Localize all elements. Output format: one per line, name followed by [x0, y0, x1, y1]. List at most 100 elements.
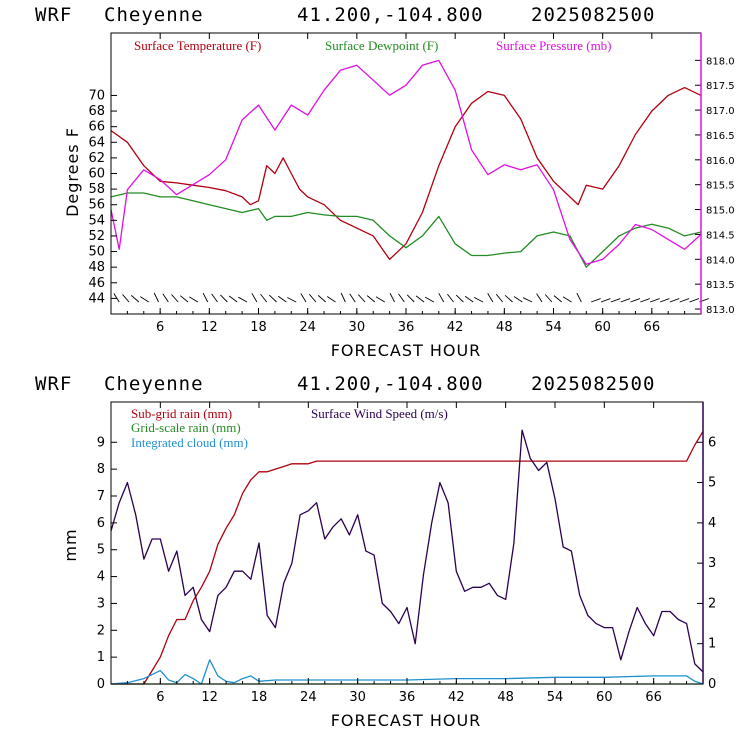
top-x-tick-label: 66 [644, 320, 661, 335]
bottom-y-tick-label: 4 [97, 570, 105, 585]
top-header-coords: 41.200,-104.800 [297, 4, 484, 26]
bottom-header-coords: 41.200,-104.800 [297, 373, 484, 395]
bottom-y-tick-label: 2 [97, 623, 105, 638]
wind-barb-icon [366, 295, 376, 303]
top-y-tick-label: 60 [88, 167, 105, 182]
bottom-series-line-integrated-cloud-mm [110, 659, 704, 685]
wind-barbs-row [113, 292, 709, 303]
top-x-axis-label: FORECAST HOUR [331, 341, 482, 360]
wind-barb-icon [113, 293, 120, 303]
wind-barb-icon [260, 293, 268, 303]
wind-barb-icon [375, 296, 385, 303]
top-x-tick-label: 54 [545, 320, 562, 335]
top-legend-pressure: Surface Pressure (mb) [496, 38, 612, 53]
wind-barb-icon [620, 298, 631, 303]
wind-barb-icon [406, 294, 415, 303]
wind-barb-icon [220, 294, 228, 303]
wind-barb-icon [650, 298, 660, 303]
wind-barb-icon [522, 297, 533, 303]
top-y-tick-label: 64 [88, 135, 105, 150]
bottom-y-tick-label: 3 [97, 596, 105, 611]
bottom-header-init: 2025082500 [531, 373, 655, 395]
bottom-header-station: Cheyenne [104, 373, 204, 395]
bottom-y2-tick-label: 4 [708, 516, 716, 531]
wind-barb-icon [455, 294, 464, 303]
bottom-y-tick-label: 0 [97, 677, 105, 692]
wind-barb-icon [268, 294, 277, 303]
top-y2-tick-label: 813.5 [706, 280, 735, 291]
top-y2-tick-label: 813.0 [706, 305, 735, 316]
bottom-series-line-sub-grid-rain-mm [111, 431, 704, 685]
top-y-axis-label: Degrees F [63, 127, 82, 217]
top-y-tick-label: 50 [88, 245, 105, 260]
bottom-y2-tick-label: 3 [708, 556, 716, 571]
top-y-tick-label: 66 [88, 120, 105, 135]
bottom-y-tick-label: 8 [97, 462, 105, 477]
bottom-y-tick-label: 1 [97, 650, 105, 665]
top-series-line-surface-pressure-mb [110, 59, 702, 265]
top-x-tick-label: 48 [496, 320, 513, 335]
top-x-tick-label: 42 [447, 320, 464, 335]
bottom-x-tick-label: 36 [399, 690, 416, 705]
bottom-y-axis-label: mm [61, 528, 80, 561]
top-series-line-surface-temperature-f [110, 86, 702, 261]
top-x-tick-label: 60 [594, 320, 611, 335]
wind-barb-icon [487, 293, 494, 303]
bottom-series-group [110, 429, 704, 685]
wind-barb-icon [544, 294, 553, 303]
bottom-x-tick-label: 6 [156, 690, 164, 705]
wind-barb-icon [349, 293, 356, 303]
wind-barb-icon [424, 296, 435, 303]
top-panel: WRF Cheyenne 41.200,-104.800 2025082500 … [35, 4, 735, 360]
wind-barb-icon [630, 298, 641, 303]
wind-barb-icon [669, 298, 680, 303]
top-header-model: WRF [35, 4, 72, 26]
bottom-x-tick-label: 48 [497, 690, 514, 705]
wind-barb-icon [287, 297, 297, 303]
wind-barb-icon [513, 296, 523, 303]
wind-barb-icon [679, 298, 690, 303]
wind-barb-icon [398, 293, 405, 303]
bottom-x-tick-label: 60 [596, 690, 613, 705]
wind-barb-icon [153, 292, 159, 303]
top-legend-temperature: Surface Temperature (F) [134, 38, 261, 53]
wind-barb-icon [317, 295, 326, 303]
bottom-y2-tick-label: 6 [708, 435, 716, 450]
top-y2-tick-label: 814.5 [706, 230, 735, 241]
top-y2-tick-label: 815.5 [706, 181, 735, 192]
bottom-y-tick-label: 5 [97, 543, 105, 558]
top-y-tick-label: 52 [88, 229, 105, 244]
bottom-x-tick-label: 30 [349, 690, 366, 705]
top-x-tick-label: 36 [398, 320, 415, 335]
wind-barb-icon [300, 293, 307, 303]
wind-barb-icon [211, 293, 218, 303]
bottom-panel: WRF Cheyenne 41.200,-104.800 2025082500 … [35, 373, 716, 730]
top-x-tick-label: 24 [299, 320, 316, 335]
bottom-legend-integrated-cloud: Integrated cloud (mm) [131, 435, 248, 450]
bottom-y2-tick-label: 0 [708, 677, 716, 692]
bottom-x-tick-label: 66 [645, 690, 662, 705]
wind-barb-icon [251, 293, 258, 303]
wind-barb-icon [238, 296, 248, 303]
top-axes-group: 6 12 18 24 30 36 42 48 54 60 664446485052545658606… [88, 33, 735, 335]
wind-barb-icon [326, 296, 336, 303]
bottom-series-line-surface-wind-speed-m-s [110, 429, 704, 673]
bottom-y-tick-label: 7 [97, 489, 105, 504]
wind-barb-icon [438, 293, 445, 303]
wind-barb-icon [140, 296, 149, 303]
top-y2-tick-label: 817.0 [706, 106, 735, 117]
bottom-y2-tick-label: 5 [708, 476, 716, 491]
top-y2-tick-label: 816.0 [706, 156, 735, 167]
wind-barb-icon [562, 296, 572, 303]
bottom-header-model: WRF [35, 373, 72, 395]
top-y-tick-label: 62 [88, 151, 105, 166]
wind-barb-icon [277, 295, 287, 303]
wind-barb-icon [610, 298, 621, 303]
top-series-group [110, 59, 702, 268]
wind-barb-icon [659, 298, 670, 303]
top-y-tick-label: 54 [88, 213, 105, 228]
wind-barb-icon [495, 294, 504, 303]
top-y-tick-label: 56 [88, 198, 105, 213]
bottom-x-tick-label: 42 [448, 690, 465, 705]
top-y2-tick-label: 814.0 [706, 255, 735, 266]
